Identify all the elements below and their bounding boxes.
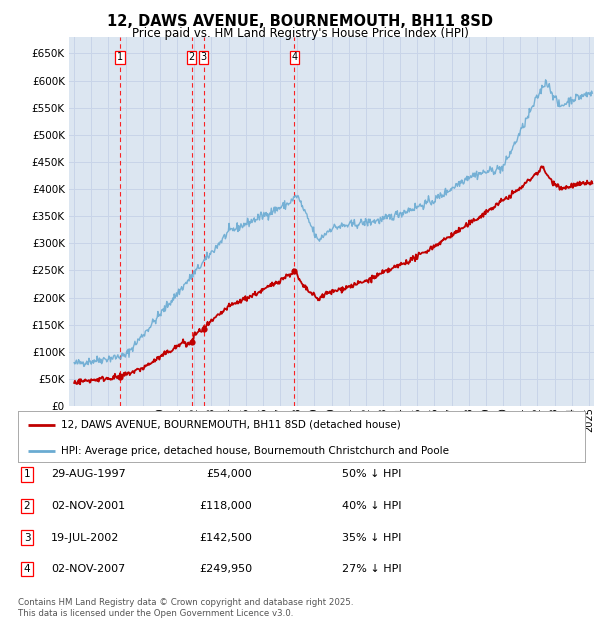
Text: £249,950: £249,950 — [199, 564, 252, 574]
Text: 4: 4 — [292, 53, 298, 63]
Text: HPI: Average price, detached house, Bournemouth Christchurch and Poole: HPI: Average price, detached house, Bour… — [61, 446, 449, 456]
Text: 2: 2 — [23, 501, 31, 511]
Text: Price paid vs. HM Land Registry's House Price Index (HPI): Price paid vs. HM Land Registry's House … — [131, 27, 469, 40]
Text: Contains HM Land Registry data © Crown copyright and database right 2025.
This d: Contains HM Land Registry data © Crown c… — [18, 598, 353, 618]
Text: £118,000: £118,000 — [199, 501, 252, 511]
Text: 12, DAWS AVENUE, BOURNEMOUTH, BH11 8SD (detached house): 12, DAWS AVENUE, BOURNEMOUTH, BH11 8SD (… — [61, 420, 400, 430]
Text: 40% ↓ HPI: 40% ↓ HPI — [342, 501, 401, 511]
Text: 02-NOV-2007: 02-NOV-2007 — [51, 564, 125, 574]
Text: £142,500: £142,500 — [199, 533, 252, 542]
Text: 3: 3 — [200, 53, 206, 63]
Text: 35% ↓ HPI: 35% ↓ HPI — [342, 533, 401, 542]
Text: 02-NOV-2001: 02-NOV-2001 — [51, 501, 125, 511]
Text: 1: 1 — [117, 53, 123, 63]
Text: 1: 1 — [23, 469, 31, 479]
Text: 29-AUG-1997: 29-AUG-1997 — [51, 469, 126, 479]
Text: £54,000: £54,000 — [206, 469, 252, 479]
Text: 4: 4 — [23, 564, 31, 574]
Text: 50% ↓ HPI: 50% ↓ HPI — [342, 469, 401, 479]
Text: 12, DAWS AVENUE, BOURNEMOUTH, BH11 8SD: 12, DAWS AVENUE, BOURNEMOUTH, BH11 8SD — [107, 14, 493, 29]
Text: 2: 2 — [188, 53, 194, 63]
Text: 27% ↓ HPI: 27% ↓ HPI — [342, 564, 401, 574]
Text: 3: 3 — [23, 533, 31, 542]
Text: 19-JUL-2002: 19-JUL-2002 — [51, 533, 119, 542]
